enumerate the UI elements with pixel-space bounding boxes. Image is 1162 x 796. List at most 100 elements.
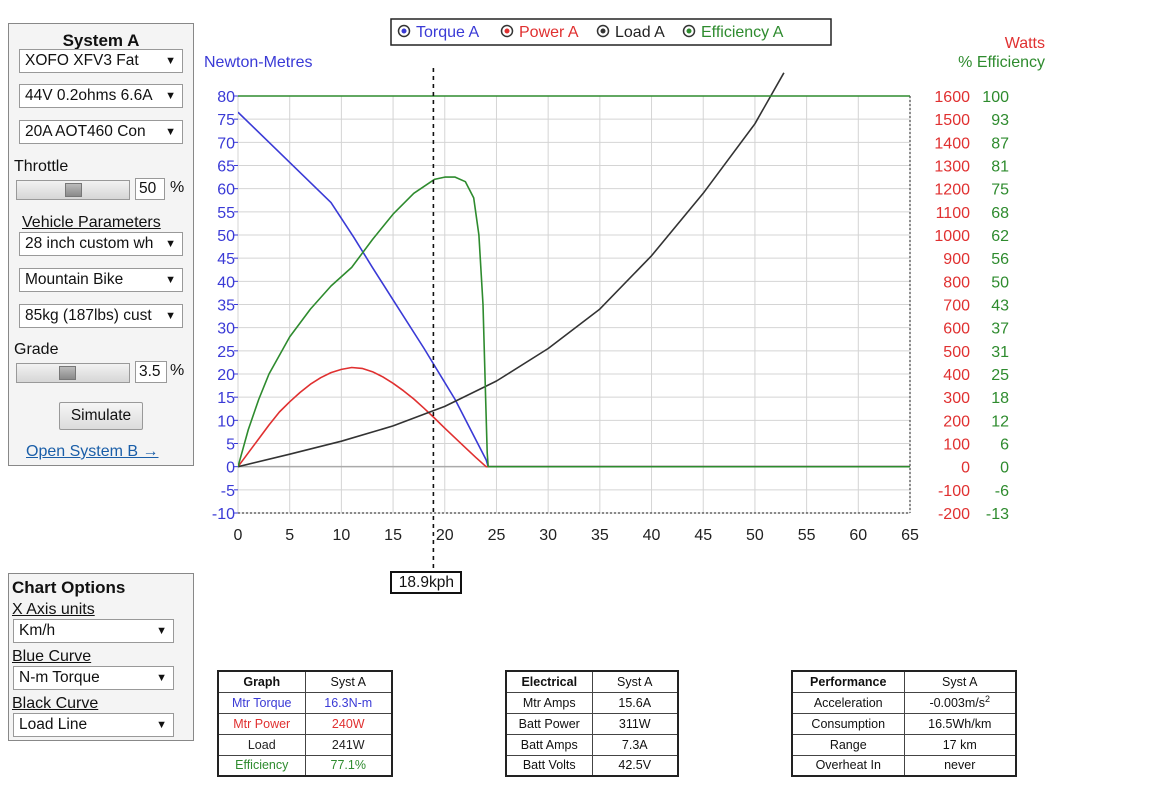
table-header-cell: Syst A	[304, 670, 393, 693]
simulate-button[interactable]: Simulate	[59, 402, 143, 430]
y-tick-label: 5	[226, 437, 235, 454]
performance-table: Performance Syst A Acceleration -0.003m/s2 C…	[791, 670, 1017, 777]
y-tick-label: 10	[217, 413, 235, 430]
watts-tick-label: 1400	[934, 135, 970, 152]
legend-item-power[interactable]: Power A	[500, 24, 579, 41]
x-axis-units-select[interactable]: Km/h ▼	[13, 619, 174, 643]
black-curve-label: Black Curve	[12, 695, 99, 712]
grade-slider[interactable]	[16, 363, 130, 383]
x-tick-label: 65	[901, 527, 919, 544]
grade-slider-thumb[interactable]	[59, 366, 76, 380]
system-a-panel: System A XOFO XFV3 Fat ▼ 44V 0.2ohms 6.6…	[8, 23, 194, 466]
y-tick-label: 45	[217, 251, 235, 268]
legend-item-load[interactable]: Load A	[596, 24, 666, 41]
watts-tick-label: 400	[943, 367, 970, 384]
battery-select-value: 44V 0.2ohms 6.6A	[25, 87, 153, 104]
performance-metric-label: Consumption	[791, 712, 905, 735]
x-tick-label: 20	[436, 527, 454, 544]
table-row: Batt Power 311W	[505, 712, 679, 735]
chart-options-panel: Chart Options X Axis units Km/h ▼ Blue C…	[8, 573, 194, 741]
system-a-title: System A	[62, 31, 140, 50]
throttle-slider-thumb[interactable]	[65, 183, 82, 197]
y-tick-label: 75	[217, 112, 235, 129]
y-tick-label: 40	[217, 274, 235, 291]
radio-dot-icon	[504, 28, 510, 34]
watts-tick-label: 700	[943, 298, 970, 315]
electrical-table: Electrical Syst A Mtr Amps 15.6A Batt Power 3…	[505, 670, 679, 777]
throttle-slider[interactable]	[16, 180, 130, 200]
y-tick-label: 35	[217, 298, 235, 315]
efficiency-tick-label: 56	[991, 251, 1009, 268]
chevron-down-icon: ▼	[165, 90, 176, 102]
x-tick-label: 35	[591, 527, 609, 544]
efficiency-tick-label: -13	[986, 506, 1009, 523]
table-header-cell: Performance	[791, 670, 905, 693]
table-header-cell: Electrical	[505, 670, 593, 693]
table-header-row: Performance Syst A	[791, 670, 1017, 693]
y-tick-label: 0	[226, 460, 235, 477]
blue-curve-label: Blue Curve	[12, 648, 92, 665]
performance-metric-value: -0.003m/s2	[903, 691, 1017, 714]
motor-chart: Torque A Power A Load A Efficiency A New…	[204, 18, 1045, 571]
table-row: Consumption 16.5Wh/km	[791, 712, 1017, 735]
efficiency-tick-label: 75	[991, 182, 1009, 199]
open-system-b-link[interactable]: Open System B →	[26, 443, 159, 460]
weight-select-value: 85kg (187lbs) cust	[25, 307, 152, 324]
blue-curve-value: N-m Torque	[19, 669, 100, 686]
performance-metric-label: Overheat In	[791, 754, 905, 777]
electrical-metric-label: Mtr Amps	[505, 691, 593, 714]
throttle-input[interactable]: 50	[135, 178, 165, 200]
wheel-select[interactable]: 28 inch custom wh ▼	[19, 232, 183, 256]
weight-select[interactable]: 85kg (187lbs) cust ▼	[19, 304, 183, 328]
table-header-cell: Syst A	[903, 670, 1017, 693]
blue-curve-select[interactable]: N-m Torque ▼	[13, 666, 174, 690]
y-tick-label: 30	[217, 321, 235, 338]
y2-axis-title: Watts	[1005, 35, 1045, 52]
table-header-row: Graph Syst A	[217, 670, 393, 693]
legend-label-load: Load A	[615, 24, 665, 41]
legend-item-efficiency[interactable]: Efficiency A	[682, 24, 784, 41]
efficiency-tick-label: 31	[991, 344, 1009, 361]
y-tick-label: 70	[217, 135, 235, 152]
electrical-metric-value: 311W	[591, 712, 679, 735]
bike-type-select[interactable]: Mountain Bike ▼	[19, 268, 183, 292]
electrical-metric-value: 15.6A	[591, 691, 679, 714]
y-tick-label: -10	[212, 506, 235, 523]
efficiency-tick-label: 0	[1000, 460, 1009, 477]
watts-tick-label: 300	[943, 390, 970, 407]
watts-tick-label: 900	[943, 251, 970, 268]
x-tick-label: 5	[285, 527, 294, 544]
bike-type-select-value: Mountain Bike	[25, 271, 124, 288]
series-line-torque-a	[238, 111, 910, 468]
graph-metric-label: Efficiency	[217, 754, 306, 777]
electrical-metric-value: 42.5V	[591, 754, 679, 777]
chevron-down-icon: ▼	[165, 55, 176, 67]
efficiency-tick-label: -6	[995, 483, 1009, 500]
efficiency-tick-label: 87	[991, 135, 1009, 152]
controller-select[interactable]: 20A AOT460 Con ▼	[19, 120, 183, 144]
x-tick-label: 45	[694, 527, 712, 544]
grade-input[interactable]: 3.5	[135, 361, 167, 383]
table-header-cell: Syst A	[591, 670, 679, 693]
watts-tick-label: 0	[961, 460, 970, 477]
chevron-down-icon: ▼	[165, 310, 176, 322]
battery-select[interactable]: 44V 0.2ohms 6.6A ▼	[19, 84, 183, 108]
graph-metric-value: 77.1%	[304, 754, 393, 777]
chevron-down-icon: ▼	[165, 274, 176, 286]
grade-label: Grade	[14, 341, 59, 358]
watts-tick-label: 200	[943, 413, 970, 430]
throttle-label: Throttle	[14, 158, 69, 175]
motor-select[interactable]: XOFO XFV3 Fat ▼	[19, 49, 183, 73]
performance-metric-value: 16.5Wh/km	[903, 712, 1017, 735]
table-row: Range 17 km	[791, 733, 1017, 756]
series-line-load-a	[238, 72, 785, 468]
speed-cursor-label: 18.9kph	[390, 571, 463, 594]
y-tick-label: 25	[217, 344, 235, 361]
y-tick-label: -5	[221, 483, 235, 500]
table-row: Overheat In never	[791, 754, 1017, 777]
table-row: Mtr Amps 15.6A	[505, 691, 679, 714]
black-curve-select[interactable]: Load Line ▼	[13, 713, 174, 737]
legend-item-torque[interactable]: Torque A	[397, 24, 480, 41]
performance-metric-value: 17 km	[903, 733, 1017, 756]
radio-dot-icon	[600, 28, 606, 34]
